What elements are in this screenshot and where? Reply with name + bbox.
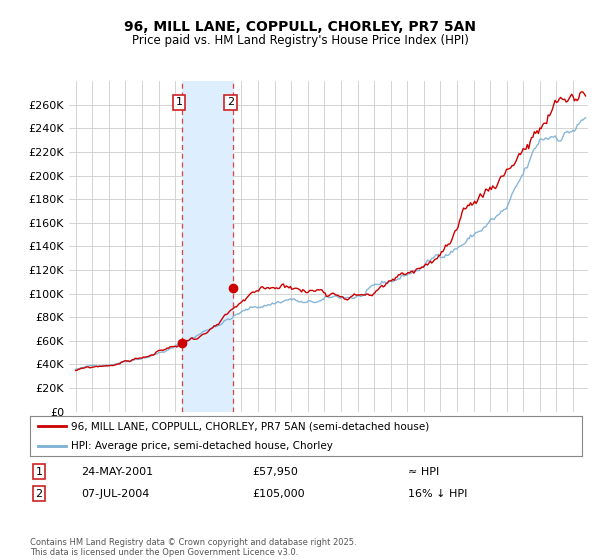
Text: Contains HM Land Registry data © Crown copyright and database right 2025.
This d: Contains HM Land Registry data © Crown c…	[30, 538, 356, 557]
Text: 96, MILL LANE, COPPULL, CHORLEY, PR7 5AN: 96, MILL LANE, COPPULL, CHORLEY, PR7 5AN	[124, 20, 476, 34]
Bar	[182, 81, 233, 412]
Text: £57,950: £57,950	[252, 466, 298, 477]
Text: 1: 1	[35, 466, 43, 477]
Text: HPI: Average price, semi-detached house, Chorley: HPI: Average price, semi-detached house,…	[71, 441, 333, 451]
Text: 24-MAY-2001: 24-MAY-2001	[81, 466, 153, 477]
Text: 96, MILL LANE, COPPULL, CHORLEY, PR7 5AN (semi-detached house): 96, MILL LANE, COPPULL, CHORLEY, PR7 5AN…	[71, 421, 430, 431]
Text: 07-JUL-2004: 07-JUL-2004	[81, 489, 149, 499]
Text: 2: 2	[227, 97, 235, 108]
Text: £105,000: £105,000	[252, 489, 305, 499]
Text: 2: 2	[35, 489, 43, 499]
Text: 16% ↓ HPI: 16% ↓ HPI	[408, 489, 467, 499]
Text: 1: 1	[176, 97, 182, 108]
Text: ≈ HPI: ≈ HPI	[408, 466, 439, 477]
Text: Price paid vs. HM Land Registry's House Price Index (HPI): Price paid vs. HM Land Registry's House …	[131, 34, 469, 46]
